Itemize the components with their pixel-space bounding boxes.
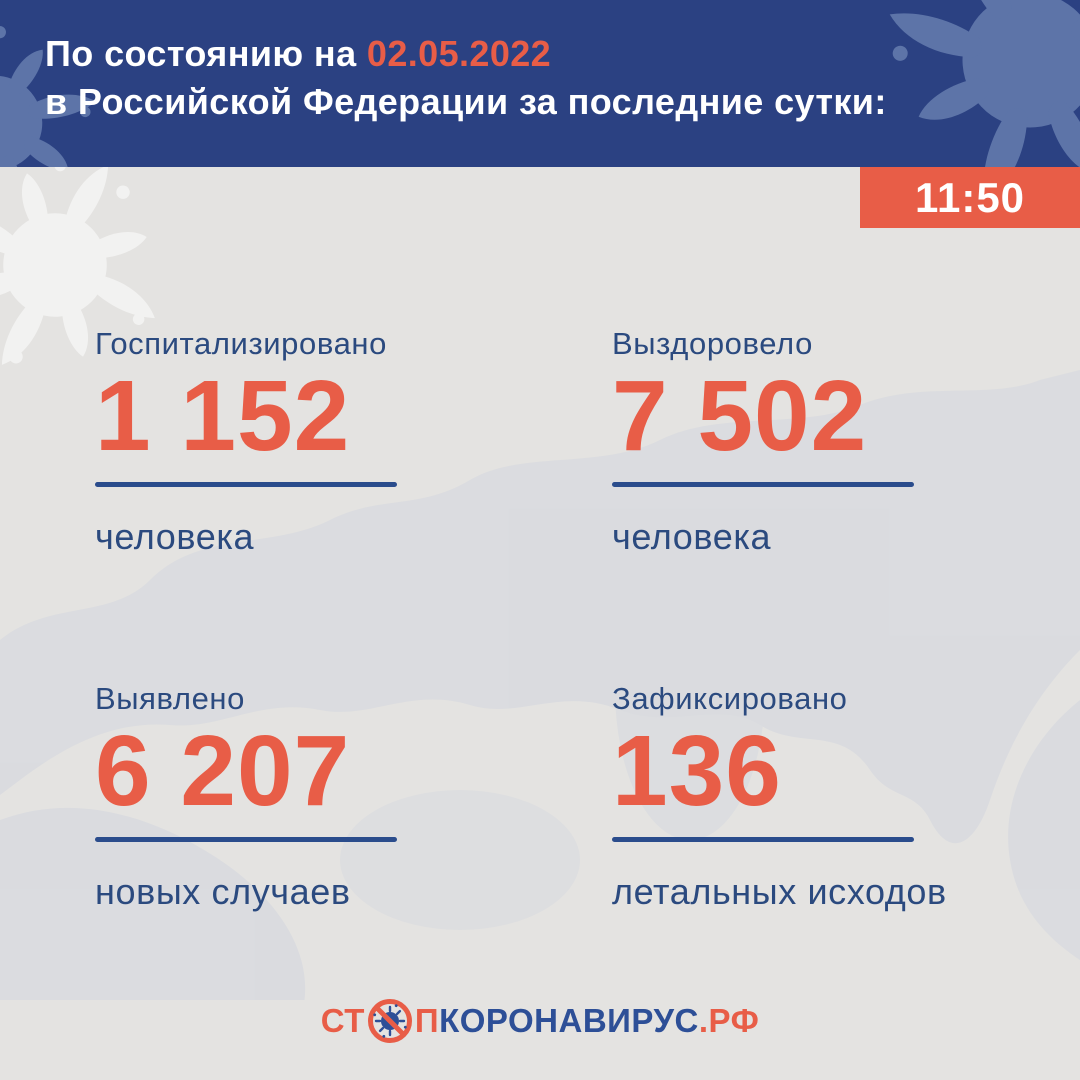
no-coronavirus-icon <box>367 999 412 1043</box>
stat-value: 1 152 <box>95 360 351 472</box>
header-line1: По состоянию на 02.05.2022 <box>45 30 887 78</box>
stat-hospitalized: Госпитализировано 1 152 человека <box>95 325 535 558</box>
stat-divider <box>95 837 397 842</box>
stat-value: 6 207 <box>95 715 351 827</box>
header-title: По состоянию на 02.05.2022 в Российской … <box>45 30 887 126</box>
logo-text-koronavirus: КОРОНАВИРУС <box>439 1002 699 1039</box>
stat-divider <box>612 482 914 487</box>
logo-text-p: П <box>414 1002 440 1039</box>
stat-deaths: Зафиксировано 136 летальных исходов <box>612 680 1052 913</box>
stat-unit: новых случаев <box>95 871 351 912</box>
time-badge: 11:50 <box>860 167 1080 228</box>
header-banner: По состоянию на 02.05.2022 в Российской … <box>0 0 1080 167</box>
stat-unit: человека <box>95 516 255 557</box>
stat-label: Госпитализировано <box>95 326 387 361</box>
logo-text-st: СТ <box>320 1002 365 1039</box>
footer: СТ <box>0 993 1080 1049</box>
stat-label: Выздоровело <box>612 326 813 361</box>
stat-recovered: Выздоровело 7 502 человека <box>612 325 1052 558</box>
time-value: 11:50 <box>914 173 1026 221</box>
header-date: 02.05.2022 <box>366 33 552 74</box>
stat-label: Зафиксировано <box>612 681 848 716</box>
header-line2: в Российской Федерации за последние сутк… <box>45 81 887 122</box>
stopcoronavirus-logo: СТ <box>321 997 760 1045</box>
header-line1-prefix: По состоянию на <box>45 33 367 74</box>
stat-divider <box>612 837 914 842</box>
stat-value: 7 502 <box>612 360 868 472</box>
stat-new-cases: Выявлено 6 207 новых случаев <box>95 680 535 913</box>
stat-label: Выявлено <box>95 681 245 716</box>
russia-map-silhouette <box>0 370 1080 1000</box>
logo-text-rf: .РФ <box>698 1002 760 1039</box>
stat-unit: летальных исходов <box>612 871 947 912</box>
stat-divider <box>95 482 397 487</box>
stat-value: 136 <box>612 715 782 827</box>
stat-unit: человека <box>612 516 772 557</box>
